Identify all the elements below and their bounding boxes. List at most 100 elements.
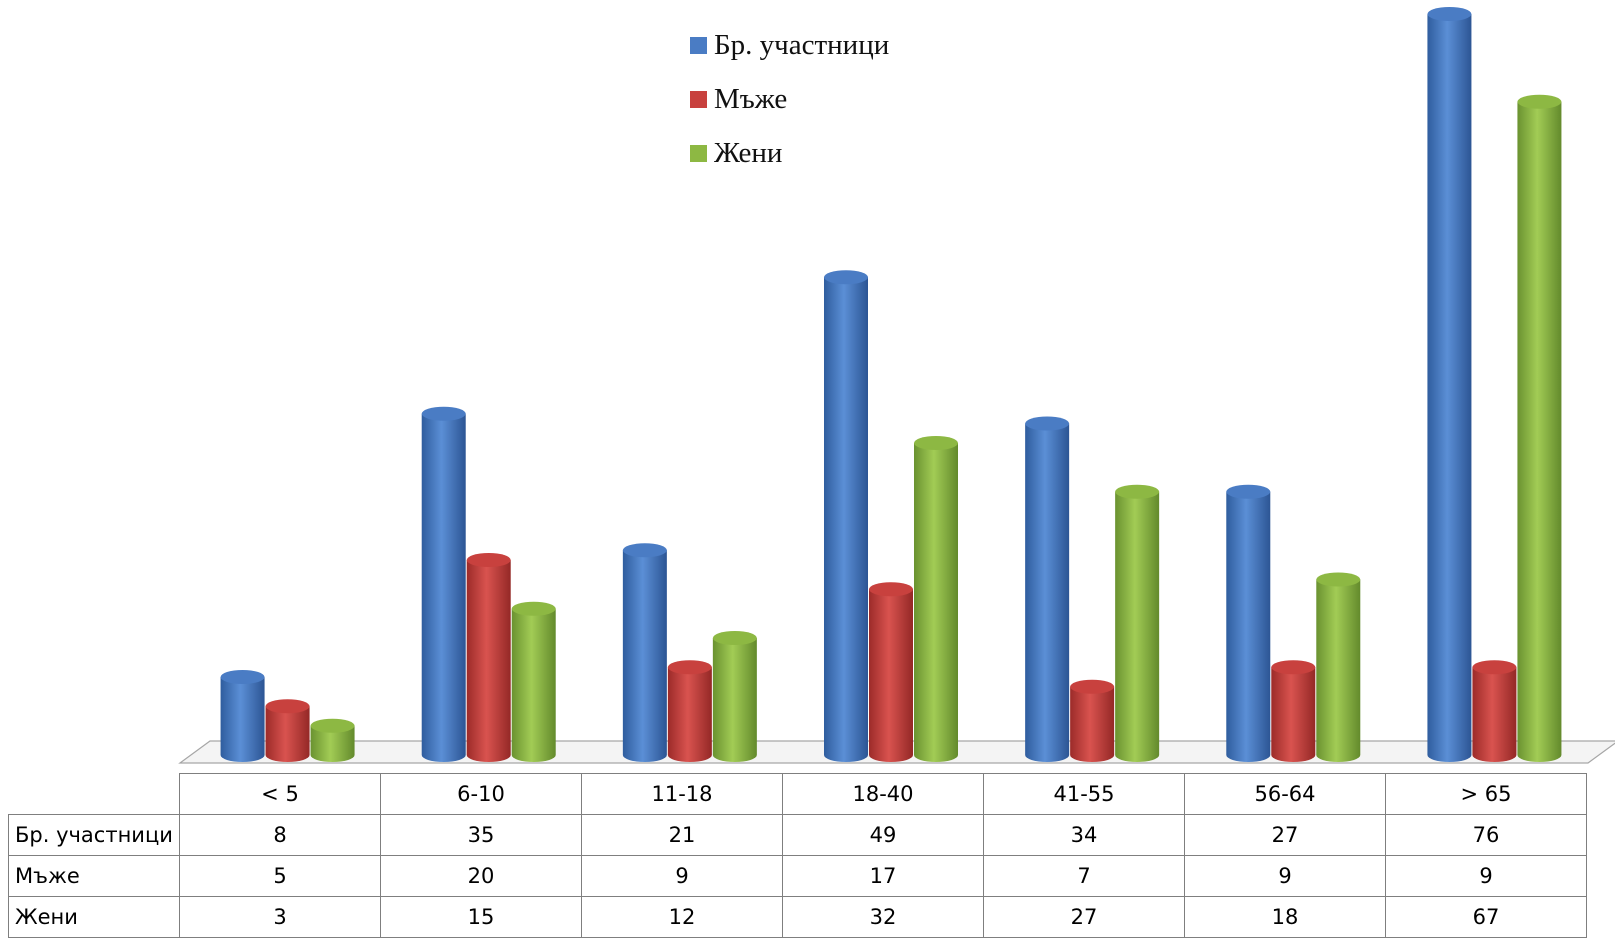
bar-body xyxy=(511,608,556,762)
bar-top xyxy=(220,670,265,684)
bar-body xyxy=(1472,667,1517,762)
legend: Бр. участници Мъже Жени xyxy=(690,18,889,180)
category-label: > 65 xyxy=(1385,773,1587,815)
data-table-row: Мъже 5 20 9 17 7 9 9 xyxy=(8,855,1587,897)
bar-top xyxy=(1316,572,1361,587)
bar-body xyxy=(712,638,757,762)
legend-label-men: Мъже xyxy=(714,82,788,115)
bar-body xyxy=(622,550,667,762)
bar xyxy=(511,601,556,762)
legend-swatch-participants xyxy=(690,36,707,54)
bar xyxy=(1271,660,1316,762)
bar xyxy=(824,270,868,762)
category-label: 41-55 xyxy=(983,773,1185,815)
bar xyxy=(914,436,958,762)
bar-top xyxy=(421,406,466,421)
data-cell: 18 xyxy=(1184,896,1386,938)
data-cell: 34 xyxy=(983,814,1185,856)
bar-body xyxy=(1070,686,1115,762)
bar-body xyxy=(914,443,958,762)
data-cell: 12 xyxy=(581,896,783,938)
bar-body xyxy=(466,560,511,762)
row-label-women: Жени xyxy=(8,896,180,938)
bar xyxy=(869,582,913,762)
bar xyxy=(220,670,265,762)
bar-top xyxy=(1115,484,1160,499)
bar-top xyxy=(667,660,712,675)
bar-body xyxy=(824,277,868,762)
bar-top xyxy=(1226,484,1271,499)
bar xyxy=(1070,679,1115,762)
bar-top xyxy=(1427,7,1472,21)
bar xyxy=(1226,484,1271,762)
data-cell: 17 xyxy=(782,855,984,897)
data-cell: 9 xyxy=(1385,855,1587,897)
category-label: 56-64 xyxy=(1184,773,1386,815)
bar-body xyxy=(1271,667,1316,762)
data-cell: 32 xyxy=(782,896,984,938)
bar xyxy=(1025,416,1070,762)
data-table-row: Жени 3 15 12 32 27 18 67 xyxy=(8,896,1587,938)
bar-body xyxy=(1517,101,1562,762)
bar-top xyxy=(1070,679,1115,694)
bar-top xyxy=(1517,94,1562,109)
data-cell: 5 xyxy=(179,855,381,897)
data-cell: 76 xyxy=(1385,814,1587,856)
data-cell: 35 xyxy=(380,814,582,856)
bar xyxy=(1517,94,1562,762)
category-label: < 5 xyxy=(179,773,381,815)
bar-top xyxy=(265,699,310,714)
data-cell: 67 xyxy=(1385,896,1587,938)
bar xyxy=(622,543,667,762)
bar xyxy=(1427,7,1472,762)
bar-body xyxy=(1025,423,1070,762)
data-cell: 9 xyxy=(1184,855,1386,897)
bar-body xyxy=(310,725,355,762)
bar-top xyxy=(1472,660,1517,675)
bar xyxy=(1115,484,1160,762)
data-table: < 5 6-10 11-18 18-40 41-55 56-64 > 65 Бр… xyxy=(8,773,1587,938)
bar-body xyxy=(1115,491,1160,762)
bar-top xyxy=(1025,416,1070,431)
bar-top xyxy=(1271,660,1316,675)
bar-top xyxy=(869,582,913,597)
bar xyxy=(1316,572,1361,762)
bar-body xyxy=(1427,14,1472,762)
legend-item-women: Жени xyxy=(690,126,889,180)
bar-top xyxy=(622,543,667,558)
bar-top xyxy=(824,270,868,285)
bar-body xyxy=(421,413,466,762)
bar xyxy=(667,660,712,762)
legend-label-participants: Бр. участници xyxy=(714,28,890,61)
row-label-men: Мъже xyxy=(8,855,180,897)
bar-top xyxy=(914,436,958,450)
category-label: 6-10 xyxy=(380,773,582,815)
data-cell: 9 xyxy=(581,855,783,897)
legend-item-participants: Бр. участници xyxy=(690,18,889,72)
bar xyxy=(466,553,511,762)
legend-swatch-men xyxy=(690,90,707,108)
data-cell: 8 xyxy=(179,814,381,856)
bar xyxy=(310,718,355,762)
bar-body xyxy=(667,667,712,762)
bar-body xyxy=(220,677,265,762)
category-label: 11-18 xyxy=(581,773,783,815)
data-cell: 27 xyxy=(1184,814,1386,856)
data-cell: 3 xyxy=(179,896,381,938)
data-cell: 20 xyxy=(380,855,582,897)
bars-group xyxy=(220,7,1562,762)
data-table-corner xyxy=(8,773,180,815)
bar-top xyxy=(511,601,556,616)
bar-body xyxy=(1316,579,1361,762)
data-cell: 49 xyxy=(782,814,984,856)
bar xyxy=(265,699,310,762)
bar-top xyxy=(310,718,355,733)
legend-item-men: Мъже xyxy=(690,72,889,126)
bar-body xyxy=(265,706,310,762)
data-table-row: Бр. участници 8 35 21 49 34 27 76 xyxy=(8,814,1587,856)
bar xyxy=(421,406,466,762)
data-table-header-row: < 5 6-10 11-18 18-40 41-55 56-64 > 65 xyxy=(8,773,1587,815)
data-cell: 7 xyxy=(983,855,1185,897)
bar-top xyxy=(712,631,757,645)
